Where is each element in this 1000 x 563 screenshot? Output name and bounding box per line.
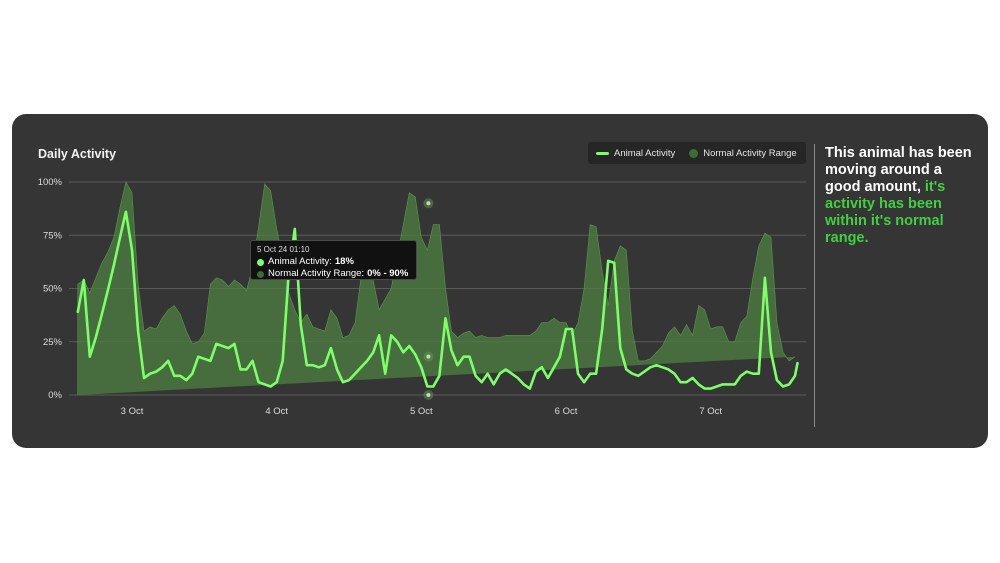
chart-card: Daily Activity Animal Activity Normal Ac… <box>12 114 988 448</box>
y-tick-label: 75% <box>43 230 63 241</box>
y-tick-label: 100% <box>38 177 63 188</box>
tooltip-value: 0% - 90% <box>367 268 409 279</box>
x-tick-label: 3 Oct <box>121 406 144 417</box>
x-tick-label: 7 Oct <box>699 406 722 417</box>
hover-marker <box>426 393 431 397</box>
tooltip-value: 18% <box>334 256 354 267</box>
x-tick-label: 6 Oct <box>555 406 578 417</box>
legend-dot-icon <box>689 148 699 158</box>
range-dot-icon <box>257 270 264 278</box>
legend-item-animal-activity[interactable]: Animal Activity <box>596 148 675 159</box>
y-tick-label: 50% <box>43 284 63 295</box>
tooltip-row-activity: Animal Activity: 18% <box>257 256 410 268</box>
activity-chart[interactable]: 100% 75% 50% 25% 0% 3 Oct 4 Oct 5 Oct 6 Oct 7 Oct <box>12 114 988 448</box>
summary-text: This animal has been moving around a goo… <box>825 145 972 195</box>
activity-dot-icon <box>257 258 264 266</box>
legend-label: Normal Activity Range <box>703 147 797 159</box>
normal-range-area <box>77 181 796 396</box>
panel-divider <box>814 144 815 427</box>
tooltip-label: Normal Activity Range: <box>268 268 365 279</box>
legend-line-icon <box>596 151 609 155</box>
y-tick-label: 0% <box>48 390 62 401</box>
activity-summary: This animal has been moving around a goo… <box>825 145 975 247</box>
animal-activity-line <box>76 210 799 390</box>
tooltip-row-range: Normal Activity Range: 0% - 90% <box>257 268 410 280</box>
tooltip-time: 5 Oct 24 01:10 <box>257 245 310 254</box>
x-tick-label: 4 Oct <box>265 406 288 417</box>
y-tick-label: 25% <box>43 337 63 348</box>
hover-marker <box>426 201 431 206</box>
chart-legend: Animal Activity Normal Activity Range <box>588 142 806 164</box>
chart-title: Daily Activity <box>38 147 117 161</box>
legend-label: Animal Activity <box>614 147 676 159</box>
tooltip-label: Animal Activity: <box>268 256 332 267</box>
hover-marker <box>426 354 431 359</box>
x-tick-label: 5 Oct <box>410 406 433 417</box>
legend-item-normal-range[interactable]: Normal Activity Range <box>689 147 797 159</box>
chart-tooltip: 5 Oct 24 01:10 Animal Activity: 18% Norm… <box>250 240 417 280</box>
summary-highlight: it's activity has been within it's norma… <box>825 179 946 246</box>
